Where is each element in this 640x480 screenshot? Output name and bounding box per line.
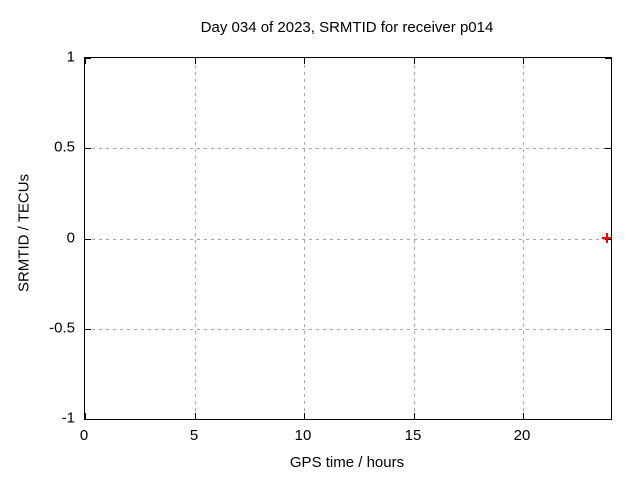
tick-mark-right: [605, 329, 611, 330]
x-tick-label: 20: [513, 427, 531, 444]
tick-mark-right: [605, 58, 611, 59]
gridline-vertical: [304, 58, 305, 419]
tick-mark-top: [85, 58, 86, 64]
plot-area: [84, 57, 612, 420]
marker-bar-vertical: [605, 232, 608, 243]
tick-mark-bottom: [304, 413, 305, 419]
y-tick-label: 0: [66, 229, 75, 247]
tick-mark-left: [85, 329, 91, 330]
gridline-horizontal: [85, 148, 611, 149]
x-tick-label: 10: [294, 427, 312, 444]
tick-mark-top: [195, 58, 196, 64]
chart-title: Day 034 of 2023, SRMTID for receiver p01…: [200, 19, 494, 36]
x-axis-title: GPS time / hours: [289, 454, 405, 471]
tick-mark-bottom: [523, 413, 524, 419]
tick-mark-top: [304, 58, 305, 64]
tick-mark-bottom: [195, 413, 196, 419]
tick-mark-right: [605, 239, 611, 240]
data-point-marker: [601, 232, 612, 243]
tick-mark-left: [85, 148, 91, 149]
y-tick-label: 0.5: [54, 138, 75, 156]
x-tick-label: 0: [79, 427, 89, 444]
tick-mark-left: [85, 419, 91, 420]
gridline-horizontal: [85, 239, 611, 240]
x-tick-label: 5: [189, 427, 199, 444]
tick-mark-left: [85, 58, 91, 59]
x-tick-label: 15: [404, 427, 422, 444]
tick-mark-left: [85, 239, 91, 240]
tick-mark-top: [414, 58, 415, 64]
tick-mark-right: [605, 419, 611, 420]
y-tick-label: -0.5: [49, 319, 75, 337]
tick-mark-bottom: [85, 413, 86, 419]
gridline-vertical: [523, 58, 524, 419]
gridline-vertical: [414, 58, 415, 419]
tick-mark-bottom: [414, 413, 415, 419]
y-tick-label: -1: [61, 409, 75, 427]
gridline-vertical: [195, 58, 196, 419]
gridline-horizontal: [85, 329, 611, 330]
y-tick-label: 1: [66, 48, 75, 66]
tick-mark-top: [523, 58, 524, 64]
tick-mark-right: [605, 148, 611, 149]
